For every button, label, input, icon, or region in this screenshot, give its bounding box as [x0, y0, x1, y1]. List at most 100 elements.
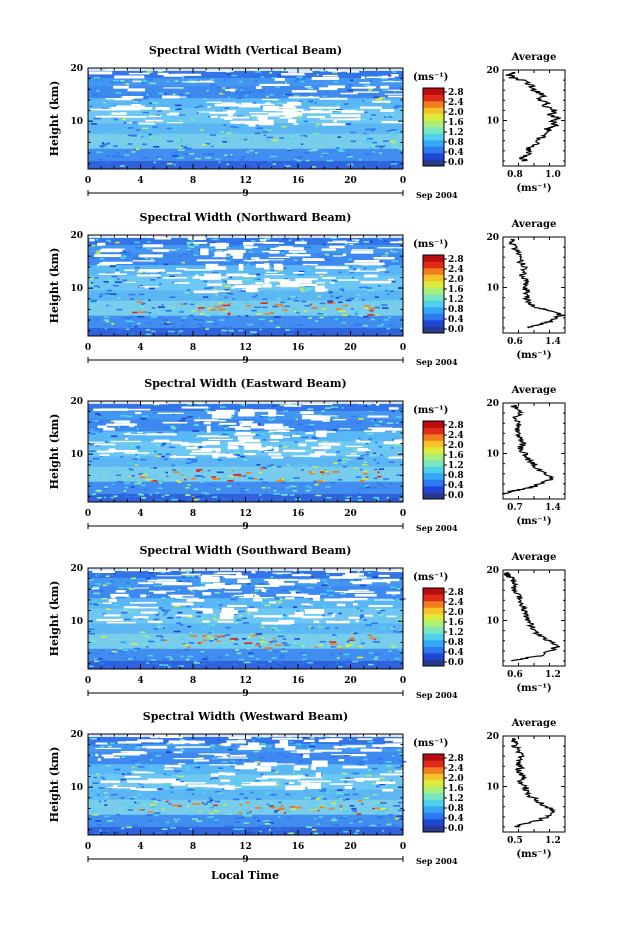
speckle [358, 437, 361, 440]
gap [291, 591, 296, 595]
speckle [140, 484, 146, 487]
gap [305, 439, 318, 442]
speckle [293, 300, 300, 302]
colorbar-tick-label: 0.4 [448, 648, 464, 658]
speckle [169, 296, 176, 299]
speckle [128, 610, 135, 613]
colorbar-tick-label: 2.8 [448, 88, 464, 98]
speckle [145, 75, 150, 77]
hot-streak [260, 302, 268, 304]
speckle [168, 446, 176, 449]
heatmap-band [88, 734, 403, 745]
speckle [135, 246, 142, 249]
speckle [290, 307, 298, 309]
hot-streak [223, 803, 227, 806]
speckle [153, 628, 159, 630]
date-tick-label: 9 [242, 189, 248, 199]
speckle [359, 647, 365, 650]
y-axis-label: Height (km) [48, 581, 61, 657]
gap [113, 85, 129, 89]
speckle [343, 799, 346, 801]
speckle [178, 754, 182, 757]
speckle [299, 456, 303, 459]
speckle [161, 571, 166, 574]
speckle [275, 661, 282, 663]
gap [244, 443, 262, 450]
speckle [175, 775, 179, 777]
speckle [371, 783, 376, 785]
speckle [315, 798, 320, 800]
speckle [171, 285, 178, 288]
speckle [171, 464, 175, 467]
speckle [353, 474, 356, 477]
gap [345, 573, 364, 576]
gap [295, 112, 303, 116]
speckle [275, 629, 281, 632]
speckle [130, 78, 133, 80]
heatmap-band [88, 133, 403, 149]
heatmap-band [88, 764, 403, 775]
hot-streak [228, 302, 231, 305]
speckle [394, 817, 399, 820]
speckle [132, 100, 139, 103]
speckle [369, 146, 373, 149]
speckle [373, 660, 376, 663]
hot-streak [255, 807, 262, 809]
speckle [99, 455, 103, 457]
gap [95, 753, 99, 757]
hot-streak [246, 305, 252, 307]
speckle [267, 745, 272, 748]
speckle [124, 482, 131, 484]
speckle [353, 449, 359, 452]
speckle [126, 596, 132, 599]
speckle [272, 153, 275, 155]
speckle [363, 84, 371, 86]
speckle [202, 476, 205, 478]
gap [268, 256, 290, 258]
speckle [368, 300, 375, 302]
speckle [196, 323, 203, 326]
speckle [322, 604, 327, 607]
speckle [351, 642, 356, 644]
speckle [240, 89, 243, 91]
speckle [250, 662, 257, 664]
speckle [115, 291, 122, 293]
gap [180, 746, 211, 748]
speckle [281, 307, 288, 309]
gap [207, 411, 223, 414]
gap [235, 427, 251, 431]
speckle [105, 575, 110, 577]
hot-streak [269, 641, 273, 643]
speckle [182, 643, 186, 645]
heatmap-band [88, 68, 403, 79]
speckle [331, 280, 339, 282]
speckle [301, 662, 307, 664]
speckle [219, 647, 224, 650]
speckle [177, 481, 182, 483]
speckle [141, 273, 146, 276]
gap [312, 597, 320, 601]
speckle [312, 466, 319, 468]
speckle [351, 808, 357, 810]
speckle [116, 331, 121, 333]
gap [169, 112, 179, 116]
speckle [116, 130, 122, 133]
speckle [320, 311, 324, 314]
speckle [280, 487, 284, 490]
hot-streak [132, 311, 138, 314]
gap [204, 273, 221, 280]
speckle [315, 742, 321, 744]
gap [235, 765, 255, 770]
speckle [234, 260, 240, 263]
hot-streak [178, 805, 182, 807]
speckle [264, 824, 270, 827]
speckle [279, 657, 284, 659]
speckle [266, 136, 274, 139]
speckle [93, 117, 100, 120]
speckle [310, 101, 313, 104]
speckle [379, 146, 384, 148]
speckle [88, 628, 95, 631]
speckle [254, 278, 261, 280]
speckle [271, 405, 277, 407]
